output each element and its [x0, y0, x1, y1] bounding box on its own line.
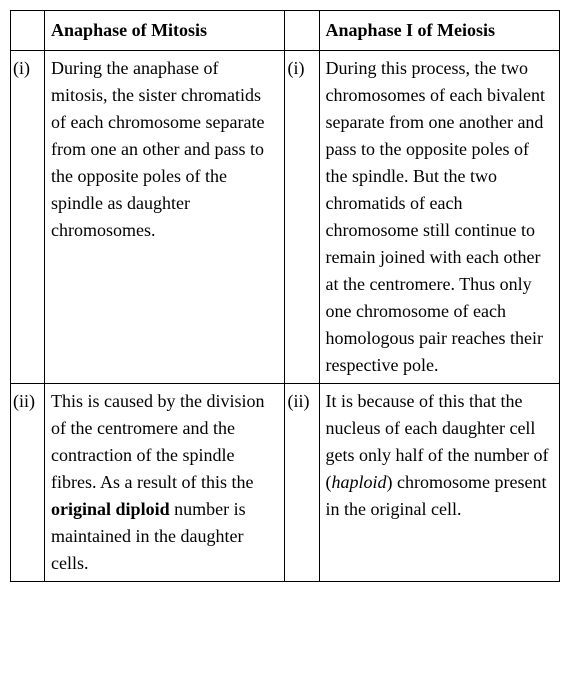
- row-num-meiosis: (ii): [285, 384, 319, 582]
- header-num-2: [285, 11, 319, 51]
- row-num-meiosis: (i): [285, 51, 319, 384]
- comparison-table: Anaphase of Mitosis Anaphase I of Meiosi…: [10, 10, 560, 582]
- header-mitosis: Anaphase of Mitosis: [45, 11, 285, 51]
- table-row: (i) During the anaphase of mitosis, the …: [11, 51, 560, 384]
- header-num-1: [11, 11, 45, 51]
- table-row: (ii) This is caused by the division of t…: [11, 384, 560, 582]
- text-italic: haploid: [332, 472, 387, 492]
- cell-meiosis-2: It is because of this that the nucleus o…: [319, 384, 559, 582]
- row-num-mitosis: (ii): [11, 384, 45, 582]
- text-content: During this process, the two chromosomes…: [326, 58, 545, 375]
- row-num-mitosis: (i): [11, 51, 45, 384]
- cell-meiosis-1: During this process, the two chromosomes…: [319, 51, 559, 384]
- cell-mitosis-2: This is caused by the division of the ce…: [45, 384, 285, 582]
- text-bold: original diploid: [51, 499, 170, 519]
- table-header-row: Anaphase of Mitosis Anaphase I of Meiosi…: [11, 11, 560, 51]
- text-content: During the anaphase of mitosis, the sist…: [51, 58, 264, 240]
- text-pre: This is caused by the division of the ce…: [51, 391, 264, 492]
- header-meiosis: Anaphase I of Meiosis: [319, 11, 559, 51]
- cell-mitosis-1: During the anaphase of mitosis, the sist…: [45, 51, 285, 384]
